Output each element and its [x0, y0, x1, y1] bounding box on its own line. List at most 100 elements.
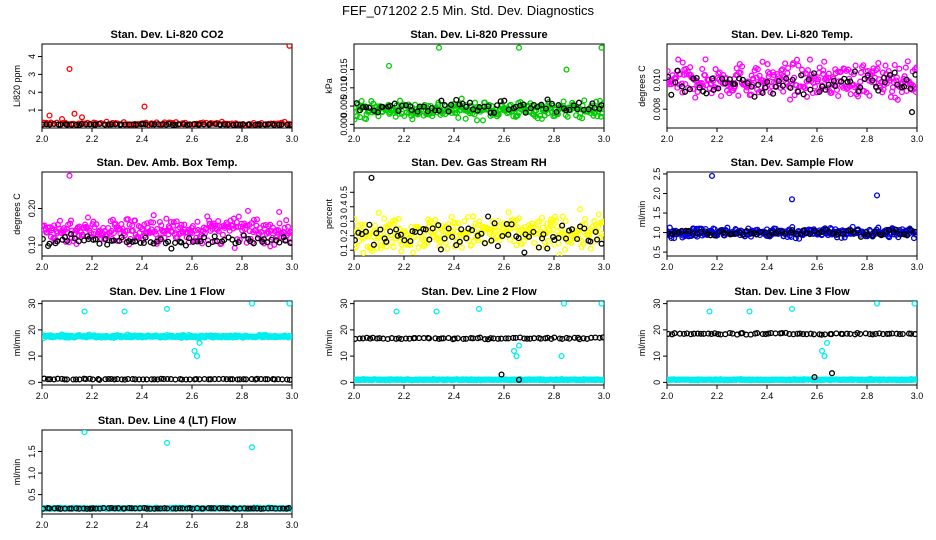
points	[42, 301, 292, 383]
data-point-magenta	[828, 89, 835, 96]
outlier-point-black	[811, 374, 818, 381]
x-tick-label: 2.8	[548, 134, 561, 144]
data-point-black	[142, 121, 149, 128]
x-tick-label: 2.8	[861, 391, 874, 401]
data-point-black	[907, 226, 914, 233]
data-point-yellow	[515, 215, 522, 222]
data-point-black	[816, 88, 823, 95]
data-point-black	[140, 239, 147, 247]
data-point-black	[857, 330, 864, 338]
data-point-magenta	[866, 92, 873, 99]
data-point-magenta	[896, 65, 903, 72]
data-point-green	[354, 113, 360, 120]
data-point-black	[105, 121, 112, 128]
data-point-magenta	[131, 217, 139, 224]
panel-title: Stan. Dev. Line 2 Flow	[421, 286, 537, 298]
data-point-black	[772, 83, 779, 90]
data-point-yellow	[375, 209, 382, 216]
data-point-black	[755, 81, 762, 88]
data-point-magenta	[902, 64, 909, 71]
data-point-black	[184, 121, 191, 128]
data-point-black	[876, 330, 883, 337]
data-point-black	[121, 376, 128, 383]
data-point-black	[229, 236, 236, 243]
outlier-point-cyan	[706, 308, 713, 315]
outlier-point-cyan	[560, 301, 568, 307]
data-point-black	[268, 505, 275, 512]
data-point-black	[818, 331, 825, 338]
data-point-yellow	[455, 220, 462, 227]
data-point-black	[463, 235, 470, 242]
data-point-yellow	[577, 206, 584, 213]
x-tick-label: 2.6	[498, 134, 511, 144]
panel-title: Stan. Dev. Line 3 Flow	[734, 286, 850, 298]
data-point-magenta	[687, 64, 694, 71]
data-point-black	[501, 97, 508, 104]
data-point-yellow	[358, 221, 365, 228]
data-point-black	[779, 330, 786, 337]
data-point-black	[437, 246, 444, 253]
data-point-black	[565, 227, 573, 234]
data-point-black	[449, 233, 456, 241]
data-point-black	[805, 76, 812, 83]
data-point-black	[374, 109, 381, 116]
x-tick-label: 2.2	[711, 134, 724, 144]
data-point-black	[180, 121, 187, 128]
outlier-point-red	[58, 116, 66, 123]
data-point-black	[173, 505, 180, 512]
data-point-yellow	[458, 244, 465, 251]
data-point-black	[216, 505, 223, 512]
data-point-black	[264, 239, 271, 246]
plot-frame	[41, 300, 293, 386]
data-point-black	[169, 121, 176, 128]
data-point-magenta	[230, 215, 237, 222]
data-point-green	[586, 107, 593, 114]
y-tick-label: 20	[27, 325, 37, 335]
data-point-black	[408, 106, 415, 114]
x-tick-label: 2.0	[661, 134, 674, 144]
data-point-black	[102, 235, 109, 242]
data-point-black	[393, 226, 400, 233]
data-point-yellow	[369, 248, 376, 255]
outlier-point-red	[286, 44, 292, 49]
data-point-black	[797, 231, 804, 238]
data-point-black	[363, 104, 370, 111]
data-point-yellow	[354, 216, 358, 223]
data-point-black	[354, 237, 358, 244]
data-point-black	[793, 230, 800, 237]
data-point-black	[151, 505, 158, 512]
data-point-black	[453, 242, 460, 249]
data-point-green	[479, 117, 487, 124]
data-point-magenta	[782, 60, 789, 67]
x-tick-label: 2.6	[186, 134, 199, 144]
data-point-black	[510, 334, 517, 341]
panel-title: Stan. Dev. Line 4 (LT) Flow	[98, 415, 237, 427]
y-tick-label: 0.4	[339, 201, 349, 214]
data-point-black	[667, 330, 672, 337]
data-point-black	[264, 376, 271, 383]
x-tick-label: 2.8	[548, 262, 561, 272]
data-point-black	[869, 77, 876, 84]
data-point-black	[485, 213, 492, 220]
data-point-black	[435, 222, 442, 229]
data-point-magenta	[150, 212, 157, 219]
data-point-black	[719, 75, 726, 82]
data-point-black	[707, 232, 714, 239]
data-point-black	[885, 226, 892, 233]
data-point-cyan	[288, 333, 292, 340]
x-tick-label: 3.0	[598, 262, 611, 272]
data-point-black	[721, 230, 728, 237]
data-point-black	[786, 330, 793, 338]
data-point-black	[689, 230, 696, 238]
data-point-black	[748, 83, 755, 90]
x-tick-label: 2.4	[761, 134, 774, 144]
data-point-black	[401, 237, 408, 244]
outlier-point-cyan	[911, 301, 917, 307]
data-point-black	[759, 89, 766, 96]
data-point-black	[257, 505, 264, 512]
outlier-point-green	[435, 44, 443, 51]
data-point-yellow	[360, 249, 367, 256]
data-point-black	[722, 80, 729, 87]
y-tick-label: 0.5	[27, 488, 37, 501]
x-tick-label: 2.4	[761, 391, 774, 401]
